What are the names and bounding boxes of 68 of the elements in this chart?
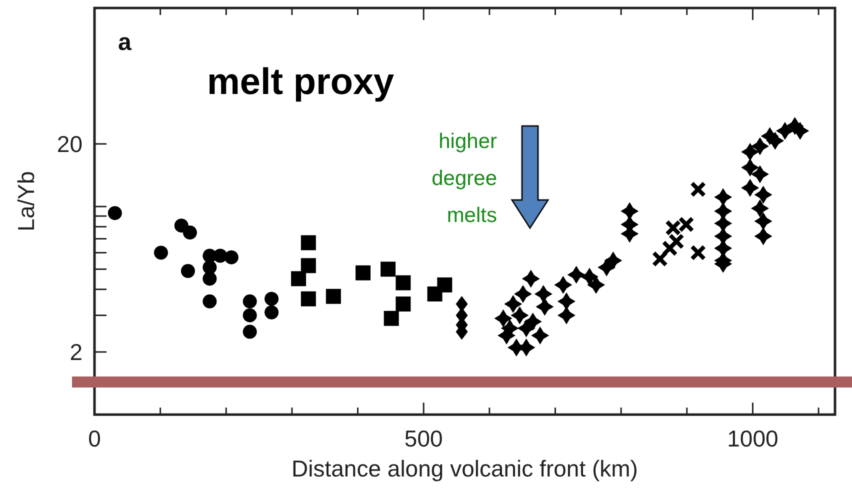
point [396, 275, 411, 290]
point [182, 226, 197, 240]
point [668, 233, 684, 250]
point [662, 240, 678, 256]
point [557, 306, 576, 324]
point [750, 165, 769, 184]
point [300, 235, 316, 250]
point [587, 276, 606, 294]
point [396, 296, 411, 312]
point [384, 310, 399, 326]
point [154, 246, 168, 260]
x-tick-label: 1000 [727, 426, 778, 452]
point [202, 272, 217, 286]
point [531, 326, 550, 344]
point [326, 288, 341, 304]
point [754, 186, 772, 204]
point [750, 137, 769, 156]
point [754, 227, 772, 246]
point [760, 127, 779, 146]
point [510, 306, 529, 324]
point [242, 308, 257, 322]
point [741, 158, 760, 177]
point [580, 268, 598, 286]
point [300, 258, 316, 274]
y-tick-label: 2 [70, 338, 82, 365]
point [517, 319, 536, 338]
point [494, 309, 512, 328]
point [791, 122, 810, 140]
point [690, 244, 706, 261]
point [536, 298, 554, 316]
x-tick-label: 0 [88, 426, 101, 452]
annotation: a [118, 29, 132, 56]
annotation: higher degree melts [432, 130, 497, 227]
point [604, 252, 622, 270]
point [557, 292, 576, 310]
point [567, 266, 586, 284]
point [504, 295, 522, 314]
point [741, 178, 760, 197]
x-tick-label: 500 [404, 426, 443, 452]
point [264, 305, 279, 320]
point [224, 250, 238, 264]
point [741, 142, 760, 161]
point [776, 122, 794, 140]
point [213, 248, 228, 263]
y-tick-label: 20 [56, 130, 82, 157]
point [242, 294, 257, 308]
point [522, 270, 540, 288]
annotation: melt proxy [207, 61, 395, 102]
point [242, 324, 257, 339]
point [380, 262, 396, 277]
point [690, 181, 706, 198]
point [554, 276, 572, 294]
y-axis-title: La/Yb [13, 171, 39, 232]
point [264, 292, 279, 306]
point [534, 284, 552, 303]
point [514, 284, 532, 303]
x-axis-title: Distance along volcanic front (km) [292, 456, 638, 482]
point [714, 188, 732, 206]
point [437, 277, 452, 292]
point [652, 250, 668, 267]
point [108, 206, 122, 220]
point [291, 271, 306, 286]
point [356, 265, 371, 280]
point [754, 212, 772, 230]
point [202, 294, 217, 308]
point [750, 199, 769, 218]
point [300, 291, 316, 306]
point [180, 264, 195, 278]
